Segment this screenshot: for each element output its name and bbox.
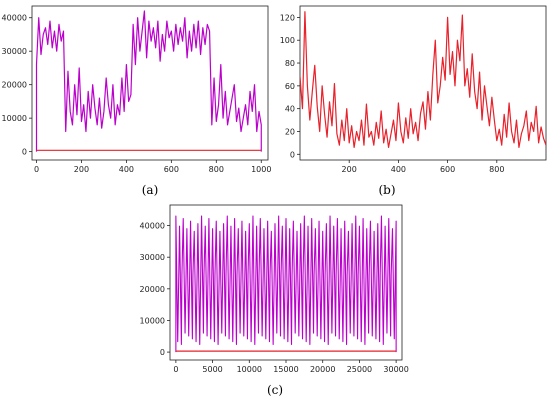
chart-a-xtick-label: 1000: [251, 165, 271, 174]
chart-a-xtick-label: 0: [34, 165, 39, 174]
chart-c-series-0: [175, 215, 397, 353]
chart-c-xtick-label: 0: [173, 365, 178, 374]
chart-b-ytick-label: 40: [285, 105, 295, 114]
chart-b-ytick-label: 60: [285, 82, 295, 91]
chart-a-plot: [35, 10, 262, 152]
chart-a-xtick-label: 800: [209, 165, 224, 174]
chart-b-ytick-label: 120: [280, 13, 295, 22]
chart-b-xtick-label: 800: [489, 165, 504, 174]
chart-c-xtick-label: 30000: [383, 365, 408, 374]
chart-b-ytick-label: 100: [280, 36, 295, 45]
chart-b-ytick-label: 80: [285, 59, 295, 68]
caption-c: (c): [267, 383, 283, 397]
chart-a-series-0: [35, 10, 262, 152]
chart-b-xtick-label: 200: [342, 165, 357, 174]
chart-a-ytick-label: 30000: [2, 47, 27, 56]
chart-a-xtick-label: 600: [164, 165, 179, 174]
chart-a-xtick-label: 400: [119, 165, 134, 174]
chart-b-ticks: 200 400 600 800 0 20 40 60 80 100 120: [280, 13, 505, 174]
chart-a-xtick-label: 200: [74, 165, 89, 174]
chart-a-frame: [31, 5, 269, 161]
chart-c-xtick-label: 10000: [237, 365, 262, 374]
chart-a-ytick-label: 0: [22, 148, 27, 157]
chart-a-ytick-label: 20000: [2, 81, 27, 90]
chart-c-ytick-label: 10000: [140, 316, 165, 325]
chart-c-xtick-label: 15000: [273, 365, 298, 374]
chart-c-ytick-label: 20000: [140, 285, 165, 294]
chart-c-ytick-label: 30000: [140, 253, 165, 262]
chart-c: 0 5000 10000 15000 20000 25000 30000 0 10000 2000…: [140, 204, 409, 397]
chart-b-plot: [300, 11, 546, 149]
chart-b-xtick-label: 600: [440, 165, 455, 174]
caption-a: (a): [142, 183, 159, 197]
chart-c-ticks: 0 5000 10000 15000 20000 25000 30000 0 10000 2000…: [140, 222, 409, 374]
chart-b: 200 400 600 800 0 20 40 60 80 100 120 (b): [280, 5, 547, 197]
chart-c-xtick-label: 25000: [347, 365, 372, 374]
chart-b-frame: [299, 5, 547, 161]
chart-a-ytick-label: 10000: [2, 114, 27, 123]
chart-c-xtick-label: 20000: [310, 365, 335, 374]
chart-b-xtick-label: 400: [391, 165, 406, 174]
chart-c-ytick-label: 40000: [140, 222, 165, 231]
chart-b-series-0: [300, 11, 546, 149]
chart-b-ytick-label: 0: [290, 150, 295, 159]
chart-c-plot: [175, 215, 397, 353]
chart-b-ytick-label: 20: [285, 127, 295, 136]
chart-a-ytick-label: 40000: [2, 14, 27, 23]
caption-b: (b): [378, 183, 395, 197]
chart-c-xtick-label: 5000: [202, 365, 222, 374]
chart-c-ytick-label: 0: [160, 348, 165, 357]
